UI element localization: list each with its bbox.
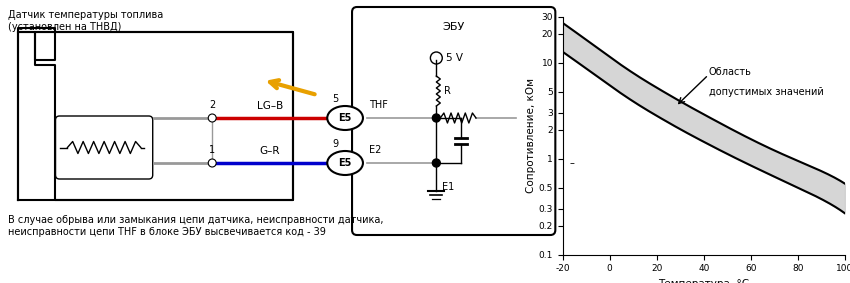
- Text: G–R: G–R: [259, 146, 280, 156]
- Ellipse shape: [327, 151, 363, 175]
- Text: E5: E5: [338, 158, 352, 168]
- Text: допустимых значений: допустимых значений: [709, 87, 824, 97]
- Text: 9: 9: [332, 139, 338, 149]
- Text: THF: THF: [369, 100, 388, 110]
- Circle shape: [208, 114, 216, 122]
- Text: –: –: [570, 158, 575, 168]
- Text: E2: E2: [369, 145, 382, 155]
- Ellipse shape: [327, 106, 363, 130]
- X-axis label: Температура, °C: Температура, °C: [658, 279, 750, 283]
- Text: ЭБУ: ЭБУ: [443, 22, 465, 32]
- Text: 5: 5: [332, 94, 338, 104]
- FancyBboxPatch shape: [352, 7, 555, 235]
- Text: E5: E5: [338, 113, 352, 123]
- Circle shape: [433, 159, 440, 167]
- Text: Датчик температуры топлива
(установлен на ТНВД): Датчик температуры топлива (установлен н…: [8, 10, 163, 32]
- Text: R: R: [445, 86, 451, 96]
- Text: E1: E1: [442, 182, 455, 192]
- Text: 1: 1: [209, 145, 215, 155]
- Text: В случае обрыва или замыкания цепи датчика, неисправности датчика,
неисправности: В случае обрыва или замыкания цепи датчи…: [8, 215, 383, 237]
- Circle shape: [433, 114, 440, 122]
- Text: Область: Область: [709, 67, 751, 77]
- FancyBboxPatch shape: [55, 116, 153, 179]
- Circle shape: [208, 159, 216, 167]
- Y-axis label: Сопротивление, кОм: Сопротивление, кОм: [526, 78, 536, 193]
- Text: LG–B: LG–B: [257, 101, 283, 111]
- Text: 5 V: 5 V: [446, 53, 463, 63]
- Text: 2: 2: [209, 100, 215, 110]
